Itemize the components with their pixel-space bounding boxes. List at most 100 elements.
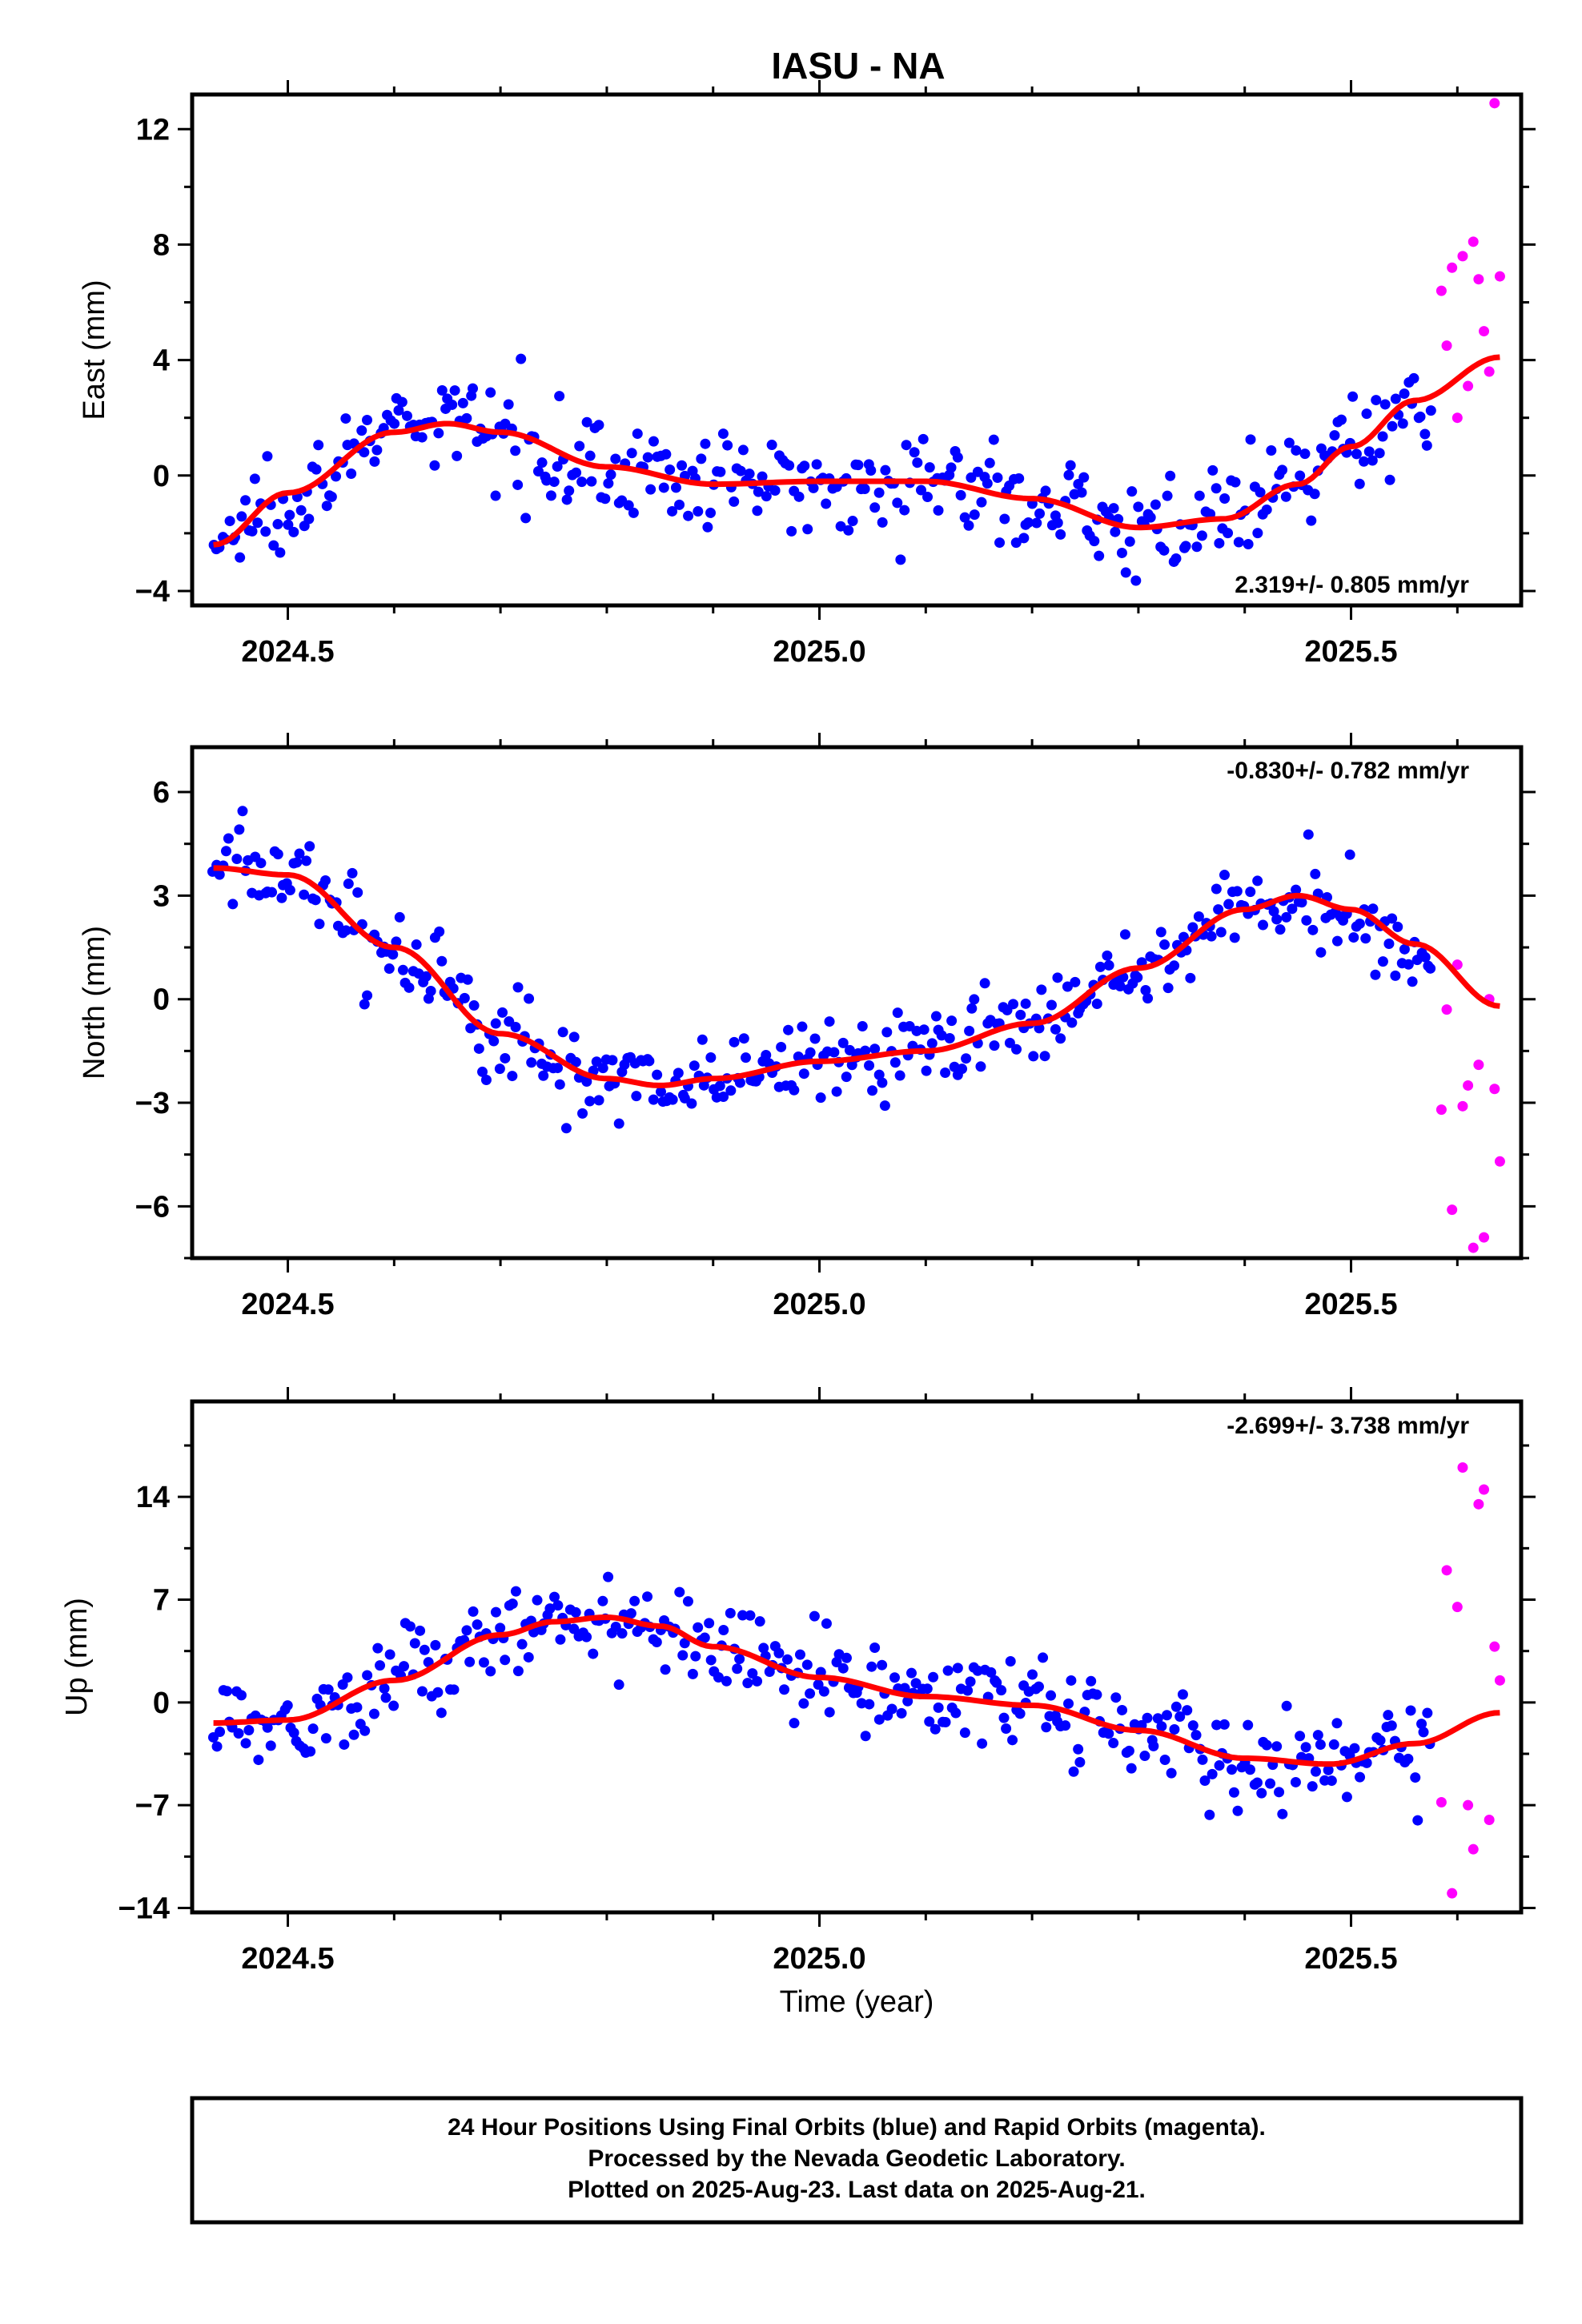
final-orbit-point (243, 1724, 255, 1735)
final-orbit-point (433, 428, 444, 439)
final-orbit-point (926, 1038, 938, 1049)
final-orbit-point (1307, 924, 1319, 935)
rapid-orbit-point (1484, 366, 1495, 377)
final-orbit-point (1116, 547, 1127, 558)
final-orbit-point (1028, 1051, 1039, 1062)
final-orbit-point (779, 1684, 790, 1695)
final-orbit-point (523, 1651, 534, 1663)
final-orbit-point (1110, 526, 1121, 537)
final-orbit-point (864, 1060, 875, 1072)
final-orbit-point (568, 1623, 580, 1634)
final-orbit-point (576, 476, 588, 488)
final-orbit-point (1349, 1743, 1360, 1754)
final-orbit-point (275, 547, 286, 558)
final-orbit-point (793, 1051, 804, 1063)
final-orbit-point (288, 526, 299, 537)
final-orbit-point (1255, 487, 1266, 498)
final-orbit-point (526, 1057, 537, 1068)
panel-east: 2024.5 2025.0 2025.5 −4 0 4 8 12 East (mm) 2.3… (78, 80, 1536, 669)
final-orbit-point (1277, 1808, 1288, 1819)
final-orbit-point (841, 1072, 852, 1083)
panel-east-fit-line (213, 354, 1500, 548)
final-orbit-point (613, 1118, 624, 1129)
final-orbit-point (732, 1663, 743, 1675)
final-orbit-point (477, 1066, 488, 1077)
final-orbit-point (600, 493, 611, 505)
final-orbit-point (541, 475, 552, 486)
final-orbit-point (510, 445, 521, 456)
final-orbit-point (1331, 1718, 1343, 1729)
rapid-orbit-point (1494, 271, 1505, 282)
final-orbit-point (655, 1086, 666, 1097)
final-orbit-point (507, 1071, 518, 1082)
final-orbit-point (1120, 567, 1131, 578)
final-orbit-point (1194, 490, 1205, 501)
final-orbit-point (865, 465, 877, 476)
final-orbit-point (860, 1045, 871, 1056)
final-orbit-point (651, 1636, 662, 1647)
final-orbit-point (877, 517, 888, 528)
final-orbit-point (1335, 414, 1347, 425)
final-orbit-point (449, 385, 460, 396)
final-orbit-point (1245, 434, 1256, 445)
panel-north-final-series (207, 806, 1436, 1134)
final-orbit-point (1303, 829, 1314, 840)
final-orbit-point (964, 1025, 975, 1036)
final-orbit-point (340, 413, 351, 424)
final-orbit-point (1055, 1033, 1066, 1044)
final-orbit-point (485, 1666, 496, 1677)
final-orbit-point (1307, 1781, 1318, 1792)
rapid-orbit-point (1441, 1565, 1452, 1576)
final-orbit-point (1033, 1681, 1044, 1692)
final-orbit-point (667, 505, 678, 517)
final-orbit-point (975, 1061, 986, 1072)
final-orbit-point (512, 479, 524, 490)
final-orbit-point (1281, 1700, 1292, 1711)
panel-east-ylabel: East (mm) (78, 279, 111, 420)
final-orbit-point (1355, 1771, 1366, 1783)
final-orbit-point (1170, 553, 1182, 565)
final-orbit-point (597, 1595, 608, 1606)
final-orbit-point (742, 1678, 753, 1689)
final-orbit-point (998, 1712, 1010, 1723)
final-orbit-point (1123, 1745, 1134, 1756)
rapid-orbit-point (1435, 1104, 1447, 1116)
final-orbit-point (1169, 1723, 1180, 1735)
final-orbit-point (1211, 1719, 1223, 1731)
final-orbit-point (240, 495, 251, 506)
final-orbit-point (1158, 545, 1170, 556)
final-orbit-point (468, 1606, 479, 1617)
final-orbit-point (425, 986, 436, 997)
final-orbit-point (351, 1702, 363, 1713)
final-orbit-point (864, 1699, 875, 1710)
final-orbit-point (1275, 924, 1286, 935)
final-orbit-point (577, 1108, 588, 1119)
footer-line-2: Processed by the Nevada Geodetic Laborat… (588, 2145, 1125, 2172)
final-orbit-point (247, 525, 258, 537)
final-orbit-point (359, 447, 370, 458)
final-orbit-point (1415, 411, 1426, 422)
rapid-orbit-point (1441, 340, 1452, 352)
final-orbit-point (1165, 470, 1176, 481)
final-orbit-point (1078, 472, 1090, 483)
final-orbit-point (905, 1667, 917, 1679)
final-orbit-point (1367, 455, 1378, 466)
final-orbit-point (359, 999, 370, 1010)
final-orbit-point (959, 512, 970, 523)
final-orbit-point (644, 1055, 655, 1067)
final-orbit-point (1199, 1775, 1211, 1786)
final-orbit-point (797, 1021, 808, 1032)
final-orbit-point (500, 1052, 511, 1063)
final-orbit-point (1050, 1023, 1061, 1035)
rapid-orbit-point (1489, 98, 1500, 109)
final-orbit-point (889, 1057, 901, 1068)
final-orbit-point (457, 397, 468, 408)
final-orbit-point (554, 391, 565, 402)
final-orbit-point (761, 1049, 772, 1060)
final-orbit-point (461, 412, 472, 424)
final-orbit-point (234, 824, 245, 835)
final-orbit-point (419, 1644, 430, 1655)
final-orbit-point (1261, 504, 1272, 515)
final-orbit-point (1022, 517, 1034, 528)
footer-line-1: 24 Hour Positions Using Final Orbits (bl… (448, 2114, 1266, 2141)
